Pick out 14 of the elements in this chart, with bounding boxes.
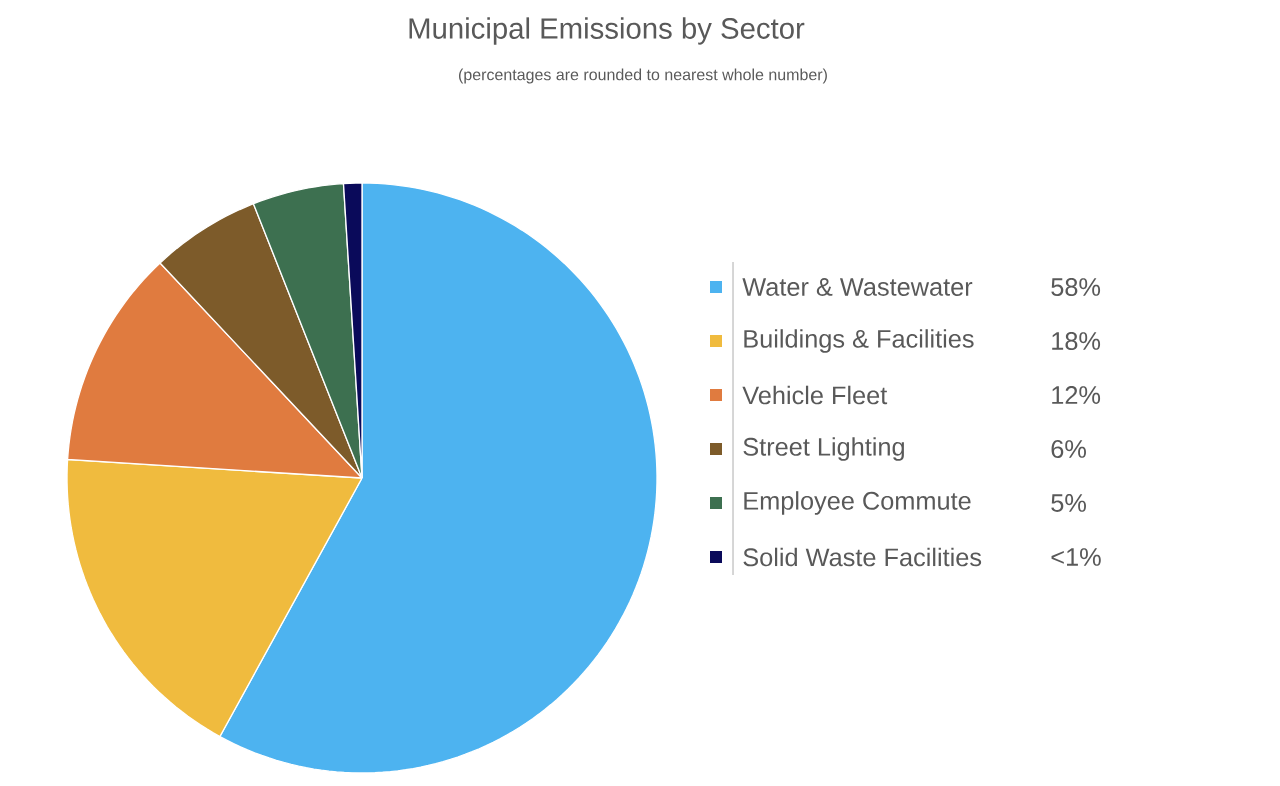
chart-title: Municipal Emissions by Sector [409, 17, 805, 45]
legend-label: Street Lighting [743, 437, 904, 461]
legend-label: Buildings & Facilities [744, 329, 974, 353]
legend-label: Employee Commute [744, 491, 971, 515]
data-label: 12% [1052, 386, 1101, 404]
data-label: 5% [1051, 494, 1086, 512]
chart-subtitle: (percentages are rounded to nearest whole number) [458, 68, 827, 84]
legend-label: Solid Waste Facilities [743, 547, 982, 567]
data-label: 6% [1051, 440, 1086, 458]
legend-label: Vehicle Fleet [742, 385, 888, 405]
legend-label: Water & Wastewater [742, 278, 973, 296]
data-label: 58% [1051, 278, 1101, 296]
data-label: <1% [1051, 548, 1101, 566]
data-label: 18% [1052, 332, 1101, 350]
